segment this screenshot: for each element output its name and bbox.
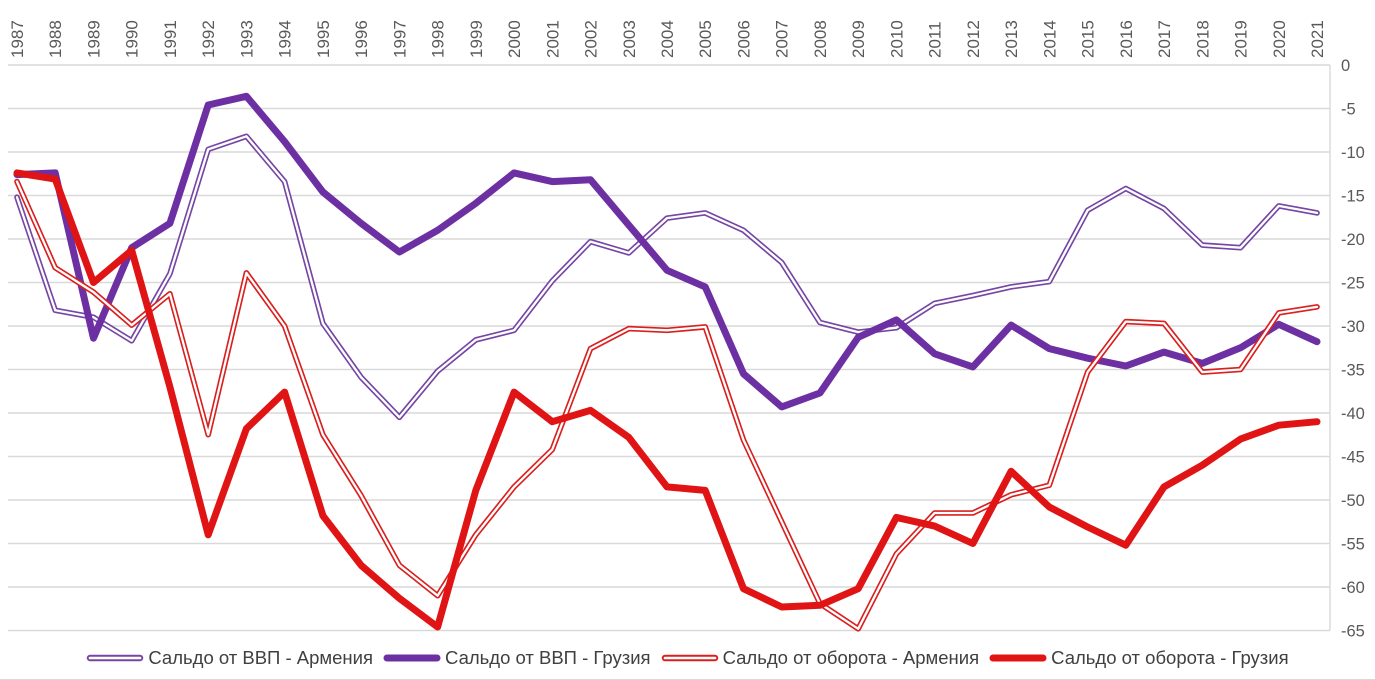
legend-label-0: Сальдо от ВВП - Армения — [148, 647, 373, 668]
series-line-3 — [13, 169, 1321, 631]
legend-label-1: Сальдо от ВВП - Грузия — [445, 647, 651, 668]
series-line-2 — [14, 178, 1320, 632]
x-axis-year-label: 2013 — [1002, 20, 1021, 58]
legend-item-1: Сальдо от ВВП - Грузия — [383, 647, 651, 669]
y-axis-tick-label: -40 — [1341, 405, 1365, 423]
x-axis-year-label: 2008 — [811, 20, 830, 58]
y-axis-tick-label: -55 — [1341, 536, 1365, 554]
x-axis-year-label: 1998 — [429, 20, 448, 58]
x-axis-year-label: 2018 — [1193, 20, 1212, 58]
x-axis-year-label: 2000 — [505, 20, 524, 58]
legend-label-2: Сальдо от оборота - Армения — [722, 647, 980, 668]
x-axis-year-label: 1992 — [199, 20, 218, 58]
x-axis-year-label: 2019 — [1232, 20, 1251, 58]
legend-line-swatch-0 — [87, 654, 144, 662]
legend-label-3: Сальдо от оборота - Грузия — [1051, 647, 1289, 668]
x-axis-year-label: 1988 — [46, 20, 65, 58]
line-chart-plot: 0 -5 -10 -15 -20 -25 -30 -35 -40 -45 -50 -55 -60 -65 1… — [8, 20, 1365, 641]
x-axis-year-label: 2002 — [582, 20, 601, 58]
x-axis-year-label: 1989 — [84, 20, 103, 58]
y-axis-tick-label: -10 — [1341, 144, 1365, 162]
y-axis-tick-label: -20 — [1341, 231, 1365, 249]
y-axis-tick-label: -65 — [1341, 623, 1365, 641]
x-axis-year-label: 2017 — [1155, 20, 1174, 58]
x-axis-year-label: 2011 — [926, 21, 945, 58]
series-line-0 — [14, 133, 1320, 421]
x-axis-year-label: 2005 — [696, 20, 715, 58]
series-line-0-inner — [15, 135, 1319, 419]
x-axis-year-label: 2015 — [1079, 20, 1098, 58]
legend-item-0: Сальдо от ВВП - Армения — [86, 647, 373, 669]
y-axis-tick-label: -60 — [1341, 579, 1365, 597]
x-axis-year-label: 1991 — [161, 20, 180, 58]
x-axis-year-label: 2009 — [849, 20, 868, 58]
x-axis-year-label: 2010 — [887, 20, 906, 58]
y-axis-tick-label: -50 — [1341, 492, 1365, 510]
x-axis-year-label: 1999 — [467, 20, 486, 58]
x-axis-year-label: 1987 — [8, 20, 27, 58]
x-axis-year-label: 1997 — [390, 20, 409, 58]
x-axis-year-label: 1996 — [352, 20, 371, 58]
legend-line-swatch-3 — [989, 654, 1047, 662]
x-axis-year-label: 1995 — [314, 20, 333, 58]
y-axis-tick-label: -25 — [1341, 275, 1365, 293]
legend-line-swatch-2 — [661, 654, 718, 662]
legend-item-3: Сальдо от оборота - Грузия — [989, 647, 1289, 669]
y-axis-tick-label: 0 — [1341, 57, 1350, 75]
legend-item-2: Сальдо от оборота - Армения — [661, 647, 980, 669]
y-axis-tick-label: -15 — [1341, 188, 1365, 206]
x-axis-year-label: 2021 — [1308, 20, 1327, 58]
x-axis-year-label: 2004 — [658, 20, 677, 58]
legend-line-swatch-1 — [383, 654, 441, 662]
y-axis-tick-label: -35 — [1341, 362, 1365, 380]
x-axis-year-label: 2020 — [1270, 20, 1289, 58]
x-axis-year-label: 2012 — [964, 20, 983, 58]
x-axis-year-label: 2014 — [1040, 20, 1059, 58]
y-axis-tick-label: -45 — [1341, 449, 1365, 467]
x-axis-year-label: 2006 — [734, 20, 753, 58]
y-axis-tick-label: -30 — [1341, 318, 1365, 336]
x-axis-year-label: 2007 — [773, 20, 792, 58]
series-line-2-inner — [15, 180, 1319, 630]
x-axis-year-label: 2001 — [543, 20, 562, 58]
x-axis-year-label: 1994 — [276, 20, 295, 58]
x-axis-year-label: 2003 — [620, 20, 639, 58]
y-axis-tick-label: -5 — [1341, 101, 1356, 119]
x-axis-year-label: 2016 — [1117, 20, 1136, 58]
series-line-1 — [13, 92, 1321, 411]
chart-legend: Сальдо от ВВП - Армения Сальдо от ВВП - Г… — [0, 640, 1375, 676]
x-axis-year-label: 1993 — [237, 20, 256, 58]
x-axis-year-label: 1990 — [123, 20, 142, 58]
